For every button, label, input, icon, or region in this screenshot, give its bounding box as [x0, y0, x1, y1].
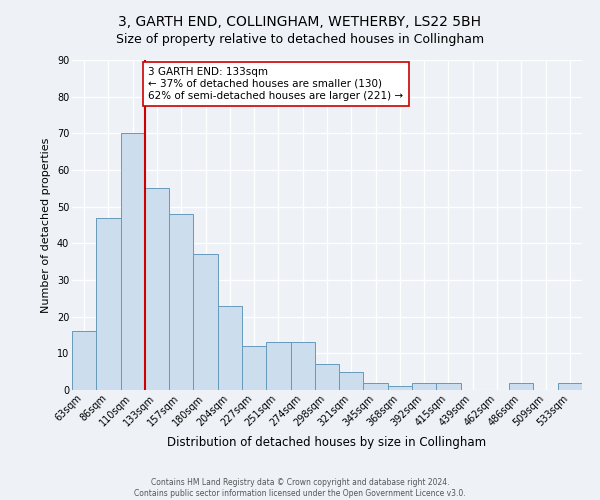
Bar [558, 382, 582, 390]
Bar [218, 306, 242, 390]
X-axis label: Distribution of detached houses by size in Collingham: Distribution of detached houses by size … [167, 436, 487, 449]
Bar [96, 218, 121, 390]
Bar [193, 254, 218, 390]
Text: 3 GARTH END: 133sqm
← 37% of detached houses are smaller (130)
62% of semi-detac: 3 GARTH END: 133sqm ← 37% of detached ho… [149, 68, 404, 100]
Bar [290, 342, 315, 390]
Bar [72, 332, 96, 390]
Bar [388, 386, 412, 390]
Bar [412, 382, 436, 390]
Bar [436, 382, 461, 390]
Y-axis label: Number of detached properties: Number of detached properties [41, 138, 51, 312]
Bar [509, 382, 533, 390]
Bar [121, 134, 145, 390]
Bar [315, 364, 339, 390]
Bar [364, 382, 388, 390]
Bar [145, 188, 169, 390]
Bar [339, 372, 364, 390]
Bar [242, 346, 266, 390]
Text: Contains HM Land Registry data © Crown copyright and database right 2024.
Contai: Contains HM Land Registry data © Crown c… [134, 478, 466, 498]
Text: 3, GARTH END, COLLINGHAM, WETHERBY, LS22 5BH: 3, GARTH END, COLLINGHAM, WETHERBY, LS22… [119, 15, 482, 29]
Text: Size of property relative to detached houses in Collingham: Size of property relative to detached ho… [116, 32, 484, 46]
Bar [169, 214, 193, 390]
Bar [266, 342, 290, 390]
